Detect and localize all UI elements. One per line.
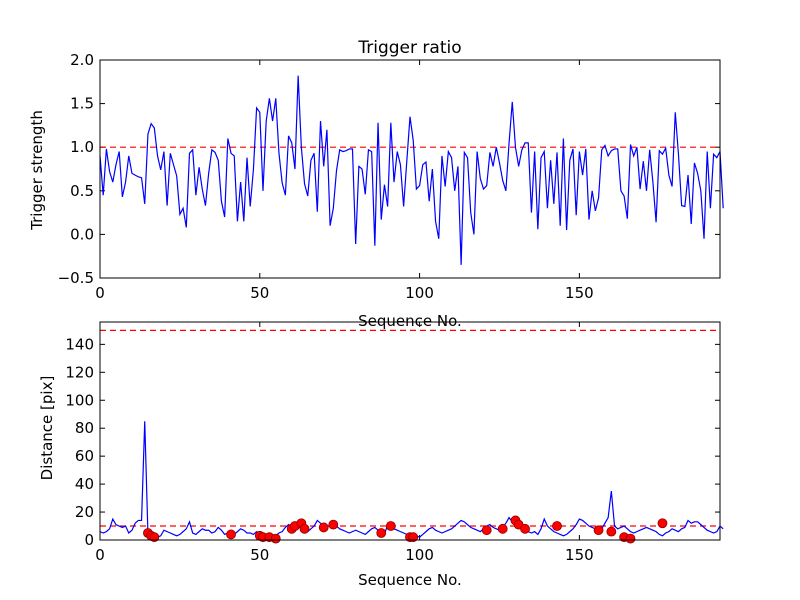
outlier-marker: [270, 533, 281, 544]
outlier-marker: [593, 525, 604, 536]
outlier-marker: [226, 529, 236, 540]
y-tick-label: 80: [75, 419, 94, 437]
outlier-marker: [149, 532, 160, 543]
x-tick-label: 100: [405, 546, 434, 564]
x-tick-label: 100: [405, 284, 434, 302]
outlier-marker: [318, 522, 329, 533]
x-tick-label: 50: [250, 284, 269, 302]
outlier-marker: [625, 533, 636, 544]
x-axis-label: Sequence No.: [358, 571, 462, 589]
y-tick-label: 2.0: [70, 51, 94, 69]
distance-line: [99, 421, 724, 538]
y-tick-label: 0: [84, 531, 94, 549]
outlier-marker: [552, 521, 562, 531]
outlier-marker: [385, 521, 396, 531]
y-tick-label: −0.5: [58, 269, 94, 287]
x-axis-label: Sequence No.: [358, 312, 462, 330]
y-tick-label: 120: [65, 363, 94, 381]
x-tick-label: 150: [565, 546, 594, 564]
outlier-marker: [657, 518, 668, 529]
outlier-marker: [481, 525, 492, 536]
x-tick-label: 0: [95, 284, 105, 302]
y-tick-label: 1.0: [70, 138, 94, 156]
y-tick-label: 0.0: [70, 225, 94, 243]
y-tick-label: 0.5: [70, 182, 94, 200]
trigger-ratio-plot: Trigger ratio Sequence No. Trigger stren…: [28, 38, 724, 330]
outlier-marker: [376, 528, 387, 538]
outlier-marker: [328, 519, 339, 530]
outlier-marker: [520, 523, 530, 534]
y-tick-label: 60: [75, 447, 94, 465]
y-axis-label: Trigger strength: [28, 110, 46, 231]
y-axis-label: Distance [pix]: [38, 376, 56, 481]
outlier-marker: [408, 532, 419, 543]
y-tick-label: 40: [75, 475, 94, 493]
y-tick-label: 100: [65, 391, 94, 409]
chart-title: Trigger ratio: [357, 38, 461, 58]
trigger-strength-line: [99, 75, 724, 265]
y-tick-label: 20: [75, 503, 94, 521]
x-tick-label: 150: [565, 284, 594, 302]
x-tick-label: 50: [250, 546, 269, 564]
outlier-marker: [497, 523, 508, 534]
plot-frame: [99, 321, 721, 541]
y-tick-label: 140: [65, 335, 94, 353]
outlier-marker: [299, 523, 310, 534]
x-tick-label: 0: [95, 546, 105, 564]
distance-plot: Sequence No. Distance [pix] 0 50 100 150 0 20…: [38, 321, 724, 589]
y-tick-label: 1.5: [70, 95, 94, 113]
plot-frame: [99, 59, 721, 279]
outlier-marker: [606, 526, 617, 537]
